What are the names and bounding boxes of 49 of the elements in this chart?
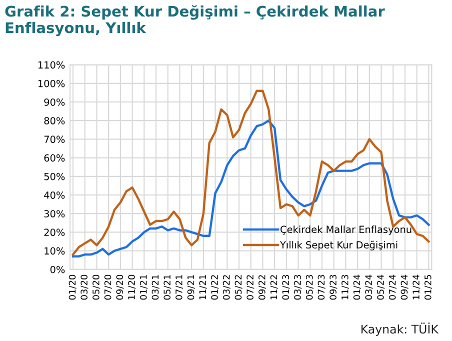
- x-tick-label: 11/20: [128, 274, 136, 300]
- x-tick-label: 07/21: [176, 275, 184, 300]
- x-tick-label: 07/20: [104, 274, 112, 300]
- x-tick-label: 11/23: [341, 274, 350, 300]
- x-tick-label: 09/24: [400, 274, 408, 300]
- legend-label: Yıllık Sepet Kur Değişimi: [280, 240, 398, 250]
- y-tick-label: 0%: [50, 266, 65, 274]
- line-series: [72, 119, 430, 258]
- text: Kaynak: TÜİK: [361, 322, 439, 336]
- x-tick-label: 03/23: [294, 274, 302, 300]
- x-tick-label: 05/20: [92, 274, 100, 300]
- x-tick-label: 03/24: [365, 274, 373, 300]
- legend-label: Çekirdek Mallar Enflasyonu: [280, 226, 412, 235]
- x-tick-label: 05/24: [377, 274, 385, 300]
- x-tick-label: 11/22: [270, 275, 278, 300]
- chart-title: Grafik 2: Sepet Kur Değişimi – Çekirdek Mallar Enflasyonu, Yıllık: [5, 5, 385, 36]
- y-tick-label: 110%: [38, 61, 65, 69]
- x-tick-label: 03/22: [222, 275, 230, 300]
- x-tick-label: 09/20: [116, 274, 124, 300]
- x-tick-label: 01/25: [424, 275, 432, 300]
- y-tick-label: 60%: [44, 154, 65, 162]
- x-tick-label: 05/23: [306, 274, 314, 300]
- y-tick-label: 50%: [44, 172, 65, 180]
- x-tick-label: 01/20: [68, 274, 76, 300]
- x-tick-label: 01/21: [140, 275, 148, 300]
- y-tick-label: 100%: [38, 80, 65, 88]
- x-tick-label: 03/21: [152, 275, 160, 300]
- y-tick-label: 90%: [44, 98, 65, 106]
- y-tick-label: 10%: [44, 247, 65, 255]
- y-tick-label: 20%: [44, 228, 65, 236]
- line-series: [72, 90, 430, 256]
- x-tick-label: 03/20: [80, 274, 88, 300]
- x-tick-label: 07/23: [318, 274, 326, 300]
- y-tick-label: 80%: [44, 117, 65, 124]
- x-tick-label: 11/21: [199, 275, 207, 300]
- x-tick-label: 01/22: [211, 275, 219, 300]
- x-tick-label: 09/23: [330, 274, 338, 300]
- y-tick-label: 70%: [44, 136, 65, 144]
- x-tick-label: 07/22: [246, 275, 254, 300]
- y-tick-label: 30%: [44, 210, 65, 218]
- y-tick-label: 40%: [44, 191, 65, 199]
- x-tick-label: 09/22: [258, 275, 266, 300]
- x-tick-label: 01/24: [353, 274, 361, 300]
- x-tick-label: 09/21: [187, 275, 195, 300]
- x-tick-label: 05/22: [234, 275, 242, 300]
- x-tick-label: 07/24: [388, 274, 396, 300]
- x-tick-label: 01/23: [282, 274, 290, 300]
- x-tick-label: 05/21: [164, 275, 172, 300]
- x-tick-label: 11/24: [412, 274, 420, 300]
